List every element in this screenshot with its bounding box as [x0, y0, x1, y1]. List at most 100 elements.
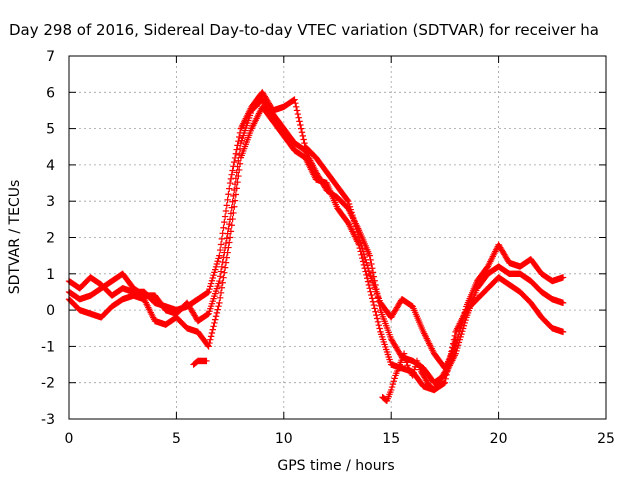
data-point: [234, 179, 241, 186]
data-point: [226, 179, 234, 187]
y-tick-label: -1: [41, 339, 55, 355]
data-point: [216, 246, 224, 254]
data-point: [367, 288, 374, 295]
data-point: [366, 252, 373, 259]
data-point: [373, 315, 381, 322]
data-point: [299, 132, 307, 140]
data-point: [232, 150, 240, 157]
data-point: [559, 328, 567, 336]
data-point: [223, 202, 230, 209]
data-point: [447, 353, 454, 360]
data-point: [412, 363, 419, 370]
data-point: [404, 362, 411, 369]
data-point: [210, 271, 217, 279]
data-points: [65, 89, 567, 405]
data-point: [231, 158, 238, 166]
data-point: [356, 244, 364, 252]
data-point: [231, 154, 239, 162]
data-series: [65, 89, 567, 372]
data-point: [217, 268, 225, 275]
y-tick-label: 6: [46, 85, 55, 101]
data-point: [226, 185, 233, 192]
data-point: [391, 375, 398, 382]
x-tick-label: 10: [275, 431, 293, 447]
data-point: [231, 197, 239, 204]
data-point: [374, 294, 382, 301]
data-point: [359, 258, 367, 265]
data-point: [400, 350, 408, 357]
data-point: [360, 261, 368, 269]
data-point: [359, 254, 366, 262]
data-point: [364, 278, 372, 285]
data-point: [409, 372, 416, 379]
data-point: [228, 171, 235, 178]
data-point: [223, 235, 230, 242]
data-point: [207, 283, 214, 290]
data-point: [449, 344, 457, 352]
data-point: [457, 333, 464, 341]
data-point: [208, 277, 216, 284]
data-series: [379, 335, 459, 405]
data-point: [366, 285, 373, 292]
data-point: [214, 306, 221, 313]
data-point: [451, 332, 459, 339]
data-point: [388, 383, 396, 391]
data-point: [216, 273, 224, 280]
y-axis-label: SDTVAR / TECUs: [7, 180, 23, 295]
y-tick-label: 3: [46, 194, 55, 210]
data-point: [229, 167, 236, 174]
data-point: [297, 121, 304, 129]
data-point: [292, 103, 300, 111]
data-point: [221, 218, 228, 226]
data-point: [368, 295, 376, 302]
data-point: [224, 196, 231, 204]
data-point: [368, 291, 375, 299]
data-point: [206, 339, 213, 347]
data-point: [207, 333, 215, 340]
data-point: [215, 255, 222, 262]
data-point: [368, 260, 375, 268]
data-point: [345, 198, 352, 205]
data-point: [357, 248, 364, 255]
data-point: [220, 224, 227, 231]
data-point: [441, 379, 449, 386]
y-tick-label: -2: [41, 376, 55, 392]
data-point: [216, 277, 223, 285]
data-point: [203, 357, 210, 365]
y-tick-labels: -3 -2 -1 0 1 2 3 4 5 6 7: [41, 49, 55, 428]
data-point: [452, 335, 459, 343]
data-point: [451, 338, 458, 346]
data-point: [368, 265, 376, 272]
data-point: [367, 256, 374, 264]
data-point: [208, 329, 216, 337]
data-point: [224, 249, 231, 256]
data-point: [212, 316, 219, 323]
data-point: [370, 273, 378, 280]
data-point: [459, 328, 466, 335]
data-point: [236, 160, 244, 167]
data-point: [222, 207, 230, 215]
x-tick-label: 5: [172, 431, 181, 447]
data-point: [235, 166, 243, 174]
data-point: [298, 129, 306, 136]
data-point: [222, 259, 230, 266]
y-tick-label: 4: [46, 158, 55, 174]
data-point: [444, 362, 452, 369]
data-point: [210, 323, 217, 330]
data-point: [401, 353, 409, 360]
data-point: [230, 209, 237, 217]
axis-ticks: [68, 55, 607, 420]
data-point: [364, 275, 371, 282]
data-point: [209, 274, 216, 282]
x-tick-label: 20: [490, 431, 508, 447]
data-point: [212, 266, 219, 273]
data-point: [216, 252, 223, 259]
data-point: [376, 325, 383, 332]
data-point: [214, 258, 221, 265]
data-point: [376, 302, 383, 310]
data-point: [233, 185, 240, 192]
data-point: [443, 364, 451, 372]
data-point: [296, 118, 303, 125]
data-point: [410, 369, 417, 376]
